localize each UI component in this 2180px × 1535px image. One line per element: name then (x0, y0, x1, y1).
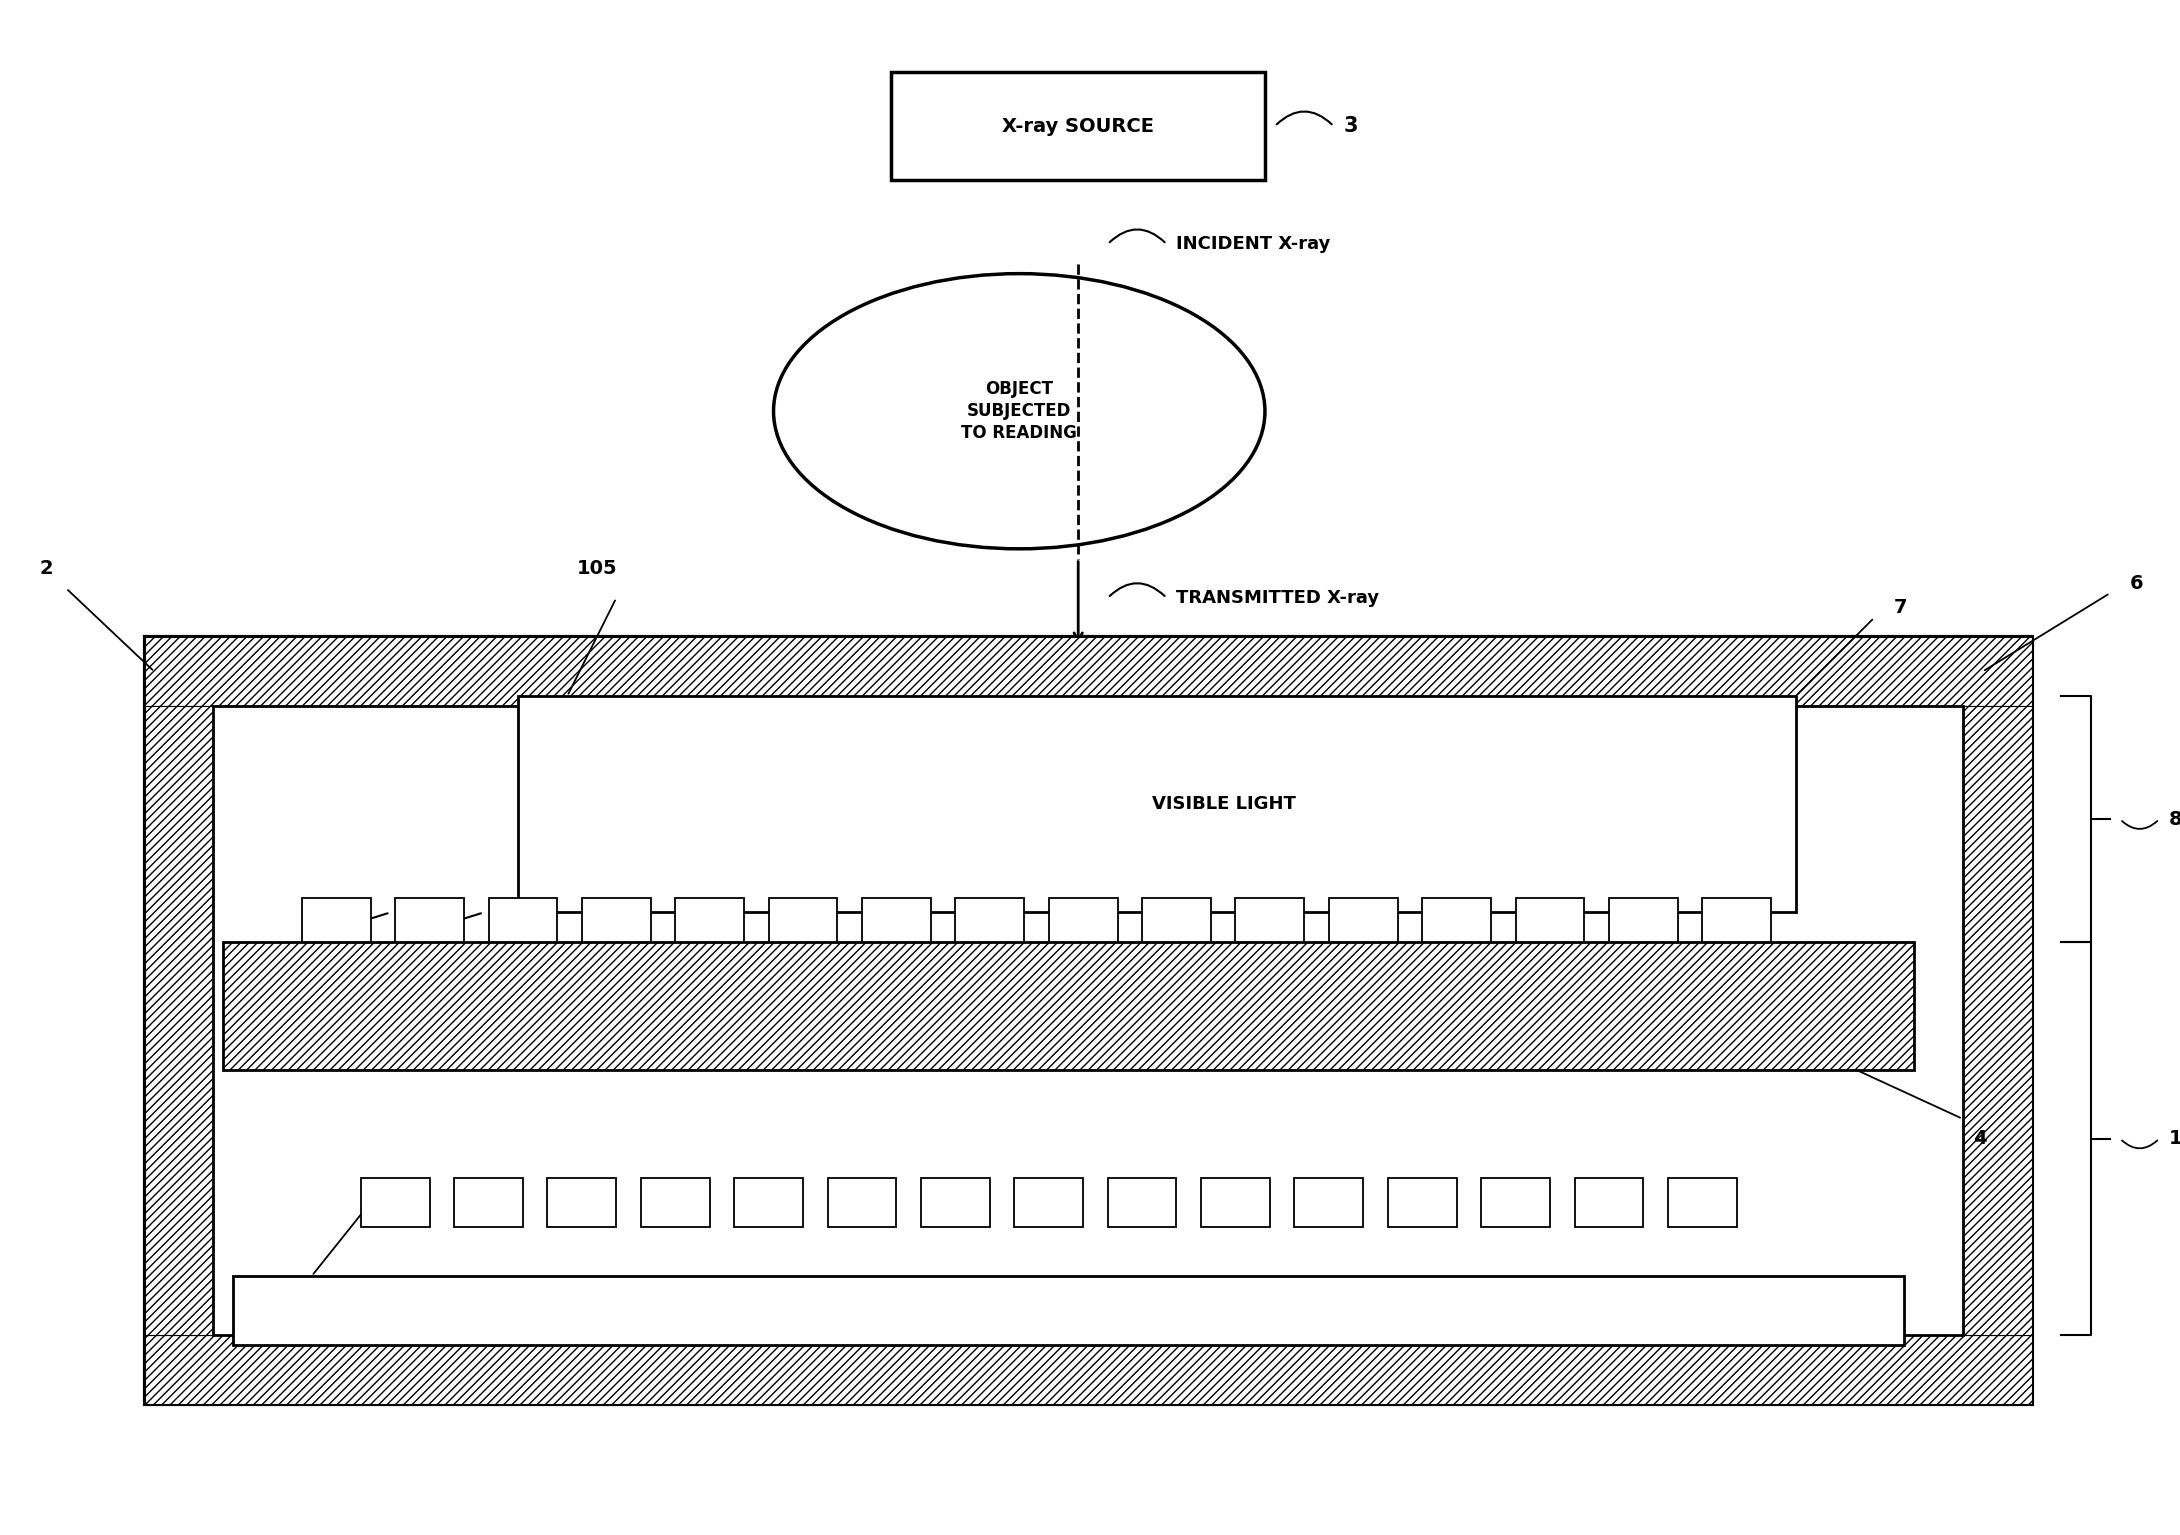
Bar (1480, 1177, 1550, 1226)
Bar (920, 1177, 990, 1226)
Bar (1330, 898, 1397, 942)
Text: OBJECT
SUBJECTED
TO READING: OBJECT SUBJECTED TO READING (961, 381, 1077, 442)
Bar (1389, 1177, 1456, 1226)
Bar (144, 637, 2032, 706)
Text: 3: 3 (1343, 117, 1358, 137)
Bar (1049, 898, 1118, 942)
Bar (582, 898, 650, 942)
Bar (144, 706, 214, 1335)
Bar (144, 1335, 2032, 1405)
Bar (301, 898, 371, 942)
Bar (222, 942, 1914, 1070)
Bar (453, 1177, 523, 1226)
Bar (1107, 1177, 1177, 1226)
Text: 6: 6 (2130, 574, 2143, 593)
Bar (955, 898, 1025, 942)
Bar (1421, 898, 1491, 942)
Bar (360, 1177, 429, 1226)
Bar (861, 898, 931, 942)
Text: INCIDENT X-ray: INCIDENT X-ray (1177, 235, 1330, 253)
Text: 109: 109 (331, 1296, 373, 1315)
Bar (828, 1177, 896, 1226)
Bar (770, 898, 837, 942)
Bar (1295, 1177, 1362, 1226)
Bar (395, 898, 464, 942)
Text: VISIBLE LIGHT: VISIBLE LIGHT (1151, 795, 1295, 814)
Bar (214, 706, 1962, 1335)
Bar (1962, 706, 2032, 1335)
Bar (144, 637, 2032, 1405)
Bar (641, 1177, 711, 1226)
Bar (676, 898, 743, 942)
Bar (1574, 1177, 1644, 1226)
Text: 4: 4 (1973, 1128, 1986, 1148)
Bar (488, 898, 558, 942)
Bar (892, 72, 1264, 180)
Bar (735, 1177, 802, 1226)
Bar (1609, 898, 1679, 942)
Ellipse shape (774, 273, 1264, 550)
Bar (1703, 898, 1770, 942)
Text: 105: 105 (576, 559, 617, 579)
Text: TRANSMITTED X-ray: TRANSMITTED X-ray (1177, 589, 1380, 606)
Text: 2: 2 (39, 559, 52, 579)
Bar (1142, 898, 1210, 942)
Bar (1236, 898, 1304, 942)
Bar (547, 1177, 617, 1226)
Bar (1515, 898, 1585, 942)
Bar (1014, 1177, 1083, 1226)
Bar (1201, 1177, 1271, 1226)
Bar (1668, 1177, 1737, 1226)
Bar (519, 697, 1796, 912)
Text: 1: 1 (2169, 1130, 2180, 1148)
Text: 8: 8 (2169, 809, 2180, 829)
Text: 7: 7 (1894, 599, 1908, 617)
Text: X-ray SOURCE: X-ray SOURCE (1003, 117, 1153, 135)
Bar (233, 1276, 1903, 1345)
